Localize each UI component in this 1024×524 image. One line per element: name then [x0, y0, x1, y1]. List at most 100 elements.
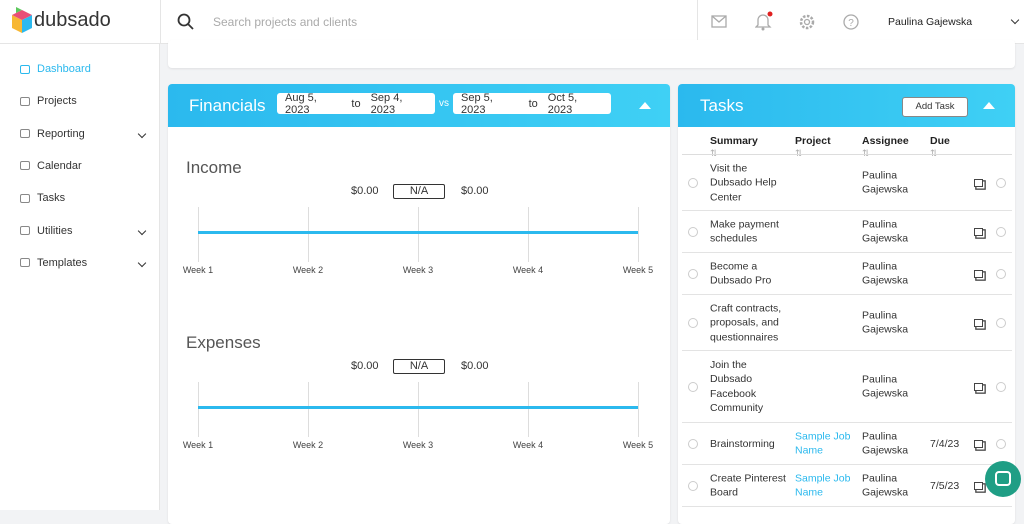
complete-toggle[interactable] [688, 177, 698, 188]
x-tick-label: Week 5 [622, 265, 654, 275]
notifications-icon[interactable] [755, 11, 773, 31]
task-assignee: Paulina Gajewska [862, 472, 909, 499]
complete-toggle[interactable] [688, 268, 698, 279]
current-total: $0.00 [351, 360, 379, 372]
delete-button[interactable] [996, 177, 1006, 188]
date-end: Sep 4, 2023 [370, 91, 403, 116]
copy-button[interactable] [974, 439, 983, 448]
task-summary: Brainstorming [710, 437, 775, 450]
task-project[interactable]: Sample Job Name [795, 430, 851, 457]
date-from: Aug 5, 2023 [285, 91, 317, 116]
copy-button[interactable] [974, 481, 983, 490]
column-header[interactable]: Project ⇅ [795, 135, 831, 158]
task-row[interactable]: Make payment schedules Paulina Gajewska [682, 211, 1012, 253]
add-task-button[interactable]: Add Task [902, 97, 968, 117]
complete-toggle[interactable] [688, 480, 698, 491]
mail-icon[interactable] [711, 15, 727, 28]
column-header[interactable]: Summary ⇅ [710, 135, 758, 158]
search-icon[interactable] [177, 13, 195, 31]
delete-button[interactable] [996, 438, 1006, 449]
logo-icon [12, 7, 32, 33]
delete-button[interactable] [996, 381, 1006, 392]
task-row[interactable]: Create Pinterest Board Sample Job Name Pau… [682, 465, 1012, 507]
chat-button[interactable] [985, 461, 1021, 497]
delete-button[interactable] [996, 226, 1006, 237]
task-row[interactable]: Become a Dubsado Pro Paulina Gajewska [682, 253, 1012, 295]
top-bar: dubsado Search projects and clients ? Pa… [0, 0, 1024, 44]
grid-line [638, 382, 639, 437]
task-summary: Visit the Dubsado Help Center [710, 161, 777, 203]
user-name[interactable]: Paulina Gajewska [888, 16, 973, 28]
help-icon[interactable]: ? [843, 14, 859, 30]
date-end: Oct 5, 2023 [547, 91, 578, 116]
nav-item[interactable]: Reporting [20, 127, 147, 140]
tasks-panel: Tasks Add Task [678, 84, 1015, 524]
task-assignee: Paulina Gajewska [862, 169, 909, 196]
x-tick-label: Week 3 [402, 440, 434, 450]
collapse-button[interactable] [983, 102, 995, 109]
task-row[interactable]: Visit the Dubsado Help Center Paulina Gaj… [682, 155, 1012, 211]
task-row[interactable]: Craft contracts, proposals, and question… [682, 295, 1012, 351]
top-card [168, 40, 1015, 68]
copy-button[interactable] [974, 178, 983, 187]
financials-header: Financials Aug 5, 2023 to Sep 4, 2023 vs S… [168, 84, 670, 127]
svg-text:?: ? [848, 18, 854, 29]
nav-item[interactable]: Dashboard [20, 63, 145, 75]
nav-label: Dashboard [37, 63, 91, 75]
task-assignee: Paulina Gajewska [862, 218, 909, 245]
task-summary: Craft contracts, proposals, and question… [710, 301, 782, 343]
copy-button[interactable] [974, 227, 983, 236]
column-header[interactable]: Due ⇅ [930, 135, 950, 158]
grid-line [198, 382, 199, 437]
settings-icon[interactable] [799, 14, 815, 30]
copy-button[interactable] [974, 269, 983, 278]
collapse-button[interactable] [639, 102, 651, 109]
nav-label: Reporting [37, 127, 85, 140]
complete-toggle[interactable] [688, 317, 698, 328]
vs-label: vs [439, 98, 449, 109]
x-tick-label: Week 1 [182, 440, 214, 450]
search-input[interactable]: Search projects and clients [213, 15, 358, 29]
previous-total: $0.00 [461, 185, 489, 197]
date-range[interactable]: Sep 5, 2023 to Oct 5, 2023 [453, 91, 611, 116]
task-project[interactable]: Sample Job Name [795, 472, 851, 499]
task-row[interactable]: Brainstorming Sample Job Name Paulina Gaje… [682, 423, 1012, 465]
complete-toggle[interactable] [688, 226, 698, 237]
task-summary: Create Pinterest Board [710, 472, 786, 499]
complete-toggle[interactable] [688, 381, 698, 392]
change-badge: N/A [393, 184, 445, 199]
x-tick-label: Week 4 [512, 265, 544, 275]
task-row[interactable]: Join the Dubsado Facebook Community Pauli… [682, 351, 1012, 423]
date-range[interactable]: Aug 5, 2023 to Sep 4, 2023 [277, 91, 435, 116]
section-title: Income [186, 158, 242, 177]
x-tick-label: Week 1 [182, 265, 214, 275]
grid-line [418, 382, 419, 437]
date-to: to [351, 97, 361, 110]
grid-line [528, 207, 529, 262]
task-due: 7/4/23 [930, 437, 960, 450]
column-header[interactable]: Assignee ⇅ [862, 135, 909, 158]
copy-button[interactable] [974, 382, 983, 391]
complete-toggle[interactable] [688, 438, 698, 449]
nav-item[interactable]: Projects [20, 95, 145, 107]
delete-button[interactable] [996, 268, 1006, 279]
nav-label: Tasks [37, 192, 66, 205]
copy-button[interactable] [974, 318, 983, 327]
nav-item[interactable]: Calendar [20, 160, 145, 172]
task-summary: Join the Dubsado Facebook Community [710, 358, 764, 415]
nav-label: Calendar [37, 159, 82, 172]
nav-item[interactable]: Tasks [20, 192, 145, 204]
section-title: Expenses [186, 333, 261, 352]
nav-label: Projects [37, 95, 77, 108]
grid-line [418, 207, 419, 262]
tasks-title: Tasks [700, 96, 744, 115]
delete-button[interactable] [996, 317, 1006, 328]
financials-title: Financials [189, 96, 266, 115]
grid-line [198, 207, 199, 262]
task-assignee: Paulina Gajewska [862, 260, 909, 287]
nav-item[interactable]: Utilities [20, 225, 147, 237]
nav-item[interactable]: Templates [20, 257, 147, 269]
current-total: $0.00 [351, 185, 379, 197]
task-assignee: Paulina Gajewska [862, 430, 909, 457]
